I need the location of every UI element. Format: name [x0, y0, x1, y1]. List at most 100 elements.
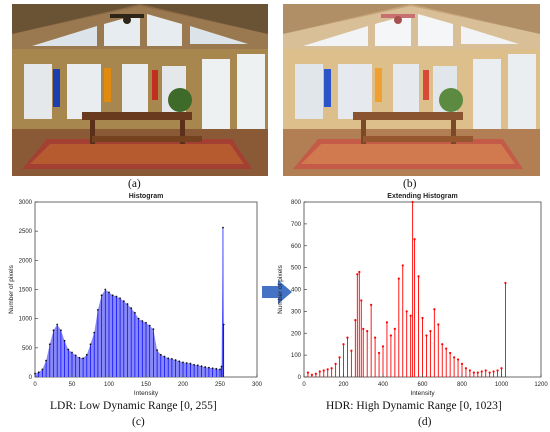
- histogram-point: [362, 327, 365, 330]
- histogram-point: [411, 200, 414, 204]
- x-tick-label: 50: [69, 382, 76, 388]
- histogram-point: [310, 373, 313, 376]
- histogram-point: [185, 362, 188, 364]
- x-tick-label: 1200: [534, 382, 548, 388]
- histogram-point: [222, 226, 224, 229]
- histogram-point: [219, 368, 221, 371]
- x-tick-label: 250: [215, 382, 226, 388]
- histogram-point: [314, 372, 317, 375]
- histogram-point: [397, 277, 400, 280]
- histogram-point: [500, 367, 503, 370]
- y-tick-label: 700: [291, 222, 302, 228]
- y-tick-label: 300: [291, 309, 302, 315]
- histogram-point: [460, 362, 464, 365]
- histogram-point: [453, 356, 456, 359]
- histogram-point: [211, 367, 214, 370]
- panel-b-caption: (b): [403, 178, 417, 190]
- histogram-point: [134, 311, 136, 314]
- histogram-point: [52, 329, 55, 332]
- histogram-point: [48, 343, 51, 346]
- histogram-point: [93, 331, 96, 334]
- histogram-point: [100, 294, 103, 297]
- histogram-point: [145, 321, 147, 324]
- histogram-point: [200, 365, 203, 368]
- histogram-point: [189, 362, 192, 365]
- histogram-point: [360, 299, 363, 302]
- histogram-point: [306, 371, 310, 374]
- histogram-point: [421, 316, 424, 320]
- y-tick-label: 2000: [19, 258, 33, 264]
- histogram-point: [358, 270, 361, 274]
- x-tick-label: 150: [141, 382, 152, 388]
- histogram-point: [208, 366, 210, 369]
- histogram-point: [41, 368, 44, 371]
- histogram-point: [196, 364, 199, 367]
- ldr-histogram-svg: 0 50 100 150 200 250 3000500100015002000250030…: [8, 193, 263, 397]
- histogram-point: [429, 329, 432, 333]
- histogram-point: [182, 361, 184, 364]
- histogram-point: [409, 314, 412, 317]
- hdr-range-caption: HDR: High Dynamic Range [0, 1023]: [326, 400, 502, 412]
- histogram-point: [152, 328, 155, 331]
- x-tick-label: 300: [252, 382, 263, 388]
- hdr-histogram-svg: 0 200 400 600 800 1000 1200 0 100 200 300 400 500 600…: [277, 193, 548, 397]
- y-tick-label: 1500: [19, 288, 33, 294]
- histogram-point: [356, 273, 359, 276]
- histogram-point: [122, 300, 125, 303]
- histogram-point: [56, 323, 59, 326]
- panel-a-caption: (a): [128, 178, 141, 190]
- right-arrow-icon: [262, 280, 292, 304]
- histogram-point: [171, 358, 173, 360]
- histogram-area: [35, 227, 224, 377]
- histogram-point: [417, 275, 420, 278]
- histogram-point: [449, 351, 452, 355]
- x-tick-label: 400: [378, 382, 389, 388]
- hdr-histogram-chart: 0 200 400 600 800 1000 1200 0 100 200 300 400 500 600…: [277, 190, 550, 398]
- histogram-point: [119, 297, 121, 300]
- y-tick-label: 200: [291, 331, 302, 337]
- histogram-point: [156, 349, 159, 352]
- chart-title: Extending Histogram: [387, 193, 457, 200]
- histogram-point: [148, 324, 151, 327]
- x-tick-label: 0: [302, 382, 306, 388]
- histogram-point: [108, 291, 110, 294]
- histogram-point: [74, 354, 77, 357]
- histogram-point: [322, 369, 325, 372]
- histogram-point: [163, 355, 166, 358]
- histogram-point: [480, 370, 483, 373]
- histogram-point: [425, 334, 428, 337]
- histogram-point: [445, 347, 448, 350]
- histogram-point: [389, 334, 392, 337]
- x-tick-label: 1000: [495, 382, 509, 388]
- histogram-point: [437, 323, 440, 326]
- histogram-point: [193, 363, 196, 366]
- histogram-point: [167, 357, 170, 360]
- histogram-point: [159, 353, 162, 356]
- y-axis-label: Number of pixels: [8, 264, 15, 314]
- y-tick-label: 2500: [19, 229, 33, 235]
- histogram-point: [366, 329, 369, 333]
- y-tick-label: 800: [291, 200, 302, 206]
- histogram-point: [441, 343, 444, 346]
- histogram-point: [377, 351, 381, 355]
- y-tick-label: 0: [29, 375, 33, 381]
- y-axis-label: Number of pixels: [277, 264, 284, 314]
- histogram-point: [350, 349, 353, 352]
- x-axis-label: Intensity: [410, 390, 435, 397]
- histogram-point: [115, 295, 118, 298]
- x-axis-label: Intensity: [134, 390, 159, 397]
- y-tick-label: 100: [291, 353, 302, 359]
- ldr-histogram-chart: 0 50 100 150 200 250 300 0 500 1000 1500 2000 2500 30…: [0, 190, 272, 398]
- histogram-point: [484, 369, 487, 372]
- histogram-point: [433, 308, 436, 311]
- histogram-point: [472, 371, 475, 374]
- y-tick-label: 400: [291, 288, 302, 294]
- histogram-point: [334, 362, 337, 365]
- histogram-point: [338, 356, 341, 359]
- histogram-point: [401, 264, 404, 267]
- histogram-point: [330, 367, 333, 370]
- y-tick-label: 3000: [19, 200, 33, 206]
- histogram-point: [137, 317, 140, 320]
- histogram-point: [215, 367, 218, 370]
- hdr-room-photo: [283, 4, 540, 176]
